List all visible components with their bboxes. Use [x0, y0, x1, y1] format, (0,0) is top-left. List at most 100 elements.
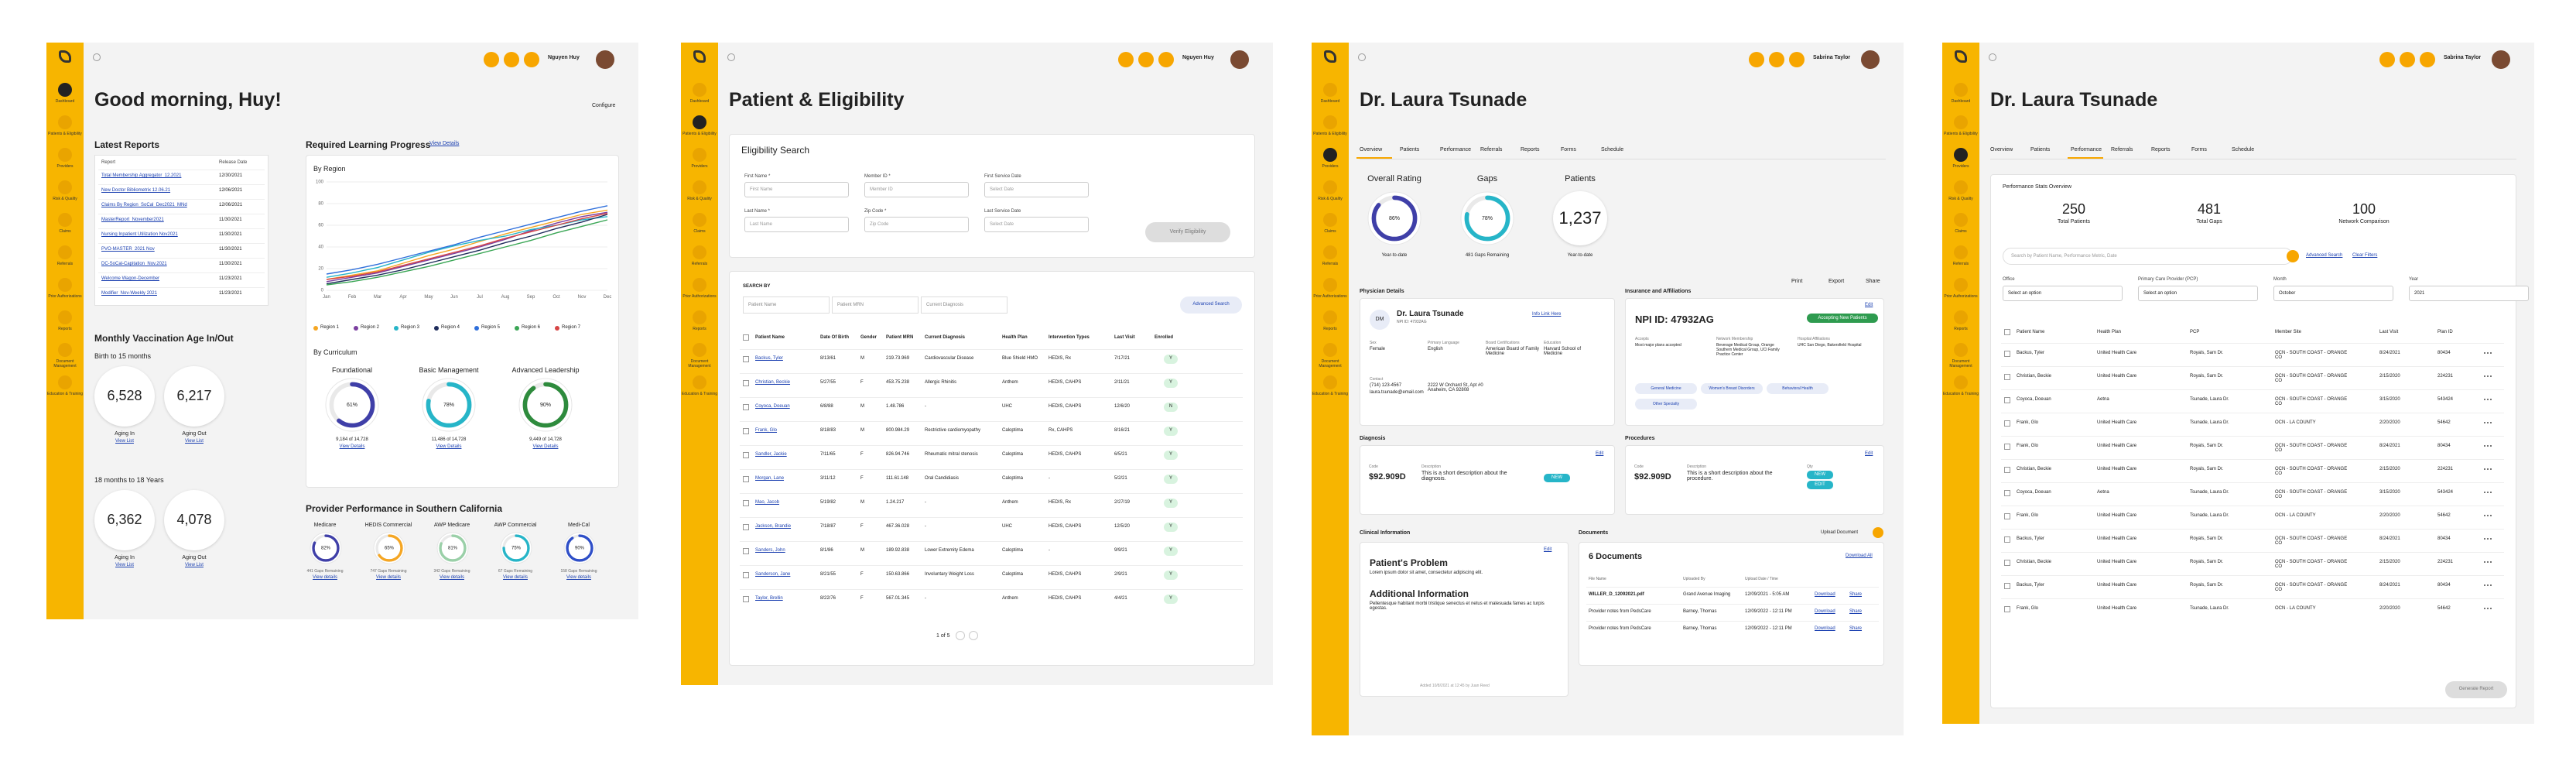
tab[interactable]: Patients: [2030, 147, 2051, 153]
table-cell[interactable]: Morgan, Lane: [755, 476, 785, 481]
text-input[interactable]: Last Name: [744, 217, 849, 232]
table-cell[interactable]: Frank, Glo: [755, 428, 778, 433]
nav-icon[interactable]: [693, 343, 706, 357]
doc-action[interactable]: Share: [1849, 592, 1863, 597]
search-input[interactable]: Current Diagnosis: [921, 296, 1007, 314]
text-input[interactable]: Member ID: [864, 182, 969, 197]
row-menu[interactable]: [2484, 608, 2492, 610]
row-checkbox[interactable]: [743, 452, 749, 458]
row-checkbox[interactable]: [2004, 490, 2010, 496]
table-cell[interactable]: Mao, Jacob: [755, 500, 780, 505]
nav-icon[interactable]: [1954, 148, 1968, 162]
page-next[interactable]: [969, 631, 978, 640]
row-checkbox[interactable]: [743, 572, 749, 578]
row-menu[interactable]: [2484, 538, 2492, 540]
header-icon[interactable]: [1118, 52, 1134, 67]
nav-icon[interactable]: [693, 115, 706, 129]
filter-link[interactable]: Advanced Search: [2306, 253, 2343, 258]
tab[interactable]: Schedule: [2232, 147, 2255, 153]
search-input[interactable]: Patient MRN: [832, 296, 919, 314]
upload-button[interactable]: [1873, 527, 1883, 538]
nav-icon[interactable]: [1323, 180, 1337, 194]
header-icon[interactable]: [2420, 52, 2435, 67]
table-cell[interactable]: Taylor, Brellin: [755, 596, 783, 601]
action[interactable]: Print: [1791, 279, 1803, 284]
tab[interactable]: Performance: [1440, 147, 1472, 153]
text-input[interactable]: Select Date: [984, 182, 1089, 197]
nav-icon[interactable]: [1954, 278, 1968, 292]
doc-action[interactable]: Download: [1815, 592, 1835, 597]
row-checkbox[interactable]: [2004, 513, 2010, 519]
row-menu[interactable]: [2484, 584, 2492, 587]
table-cell[interactable]: Christian, Beckie: [755, 380, 791, 385]
search-bar[interactable]: Search by Patient Name, Performance Metr…: [2003, 248, 2293, 265]
nav-icon[interactable]: [693, 245, 706, 259]
row-checkbox[interactable]: [2004, 351, 2010, 357]
row-menu[interactable]: [2484, 375, 2492, 378]
doc-action[interactable]: Share: [1849, 609, 1863, 614]
search-input[interactable]: Patient Name: [743, 296, 830, 314]
tab[interactable]: Reports: [1521, 147, 1540, 153]
nav-icon[interactable]: [1323, 213, 1337, 227]
doc-action[interactable]: Download: [1815, 609, 1835, 614]
row-menu[interactable]: [2484, 468, 2492, 471]
header-icon[interactable]: [1749, 52, 1764, 67]
header-icon[interactable]: [504, 52, 519, 67]
nav-icon[interactable]: [1954, 310, 1968, 324]
nav-icon[interactable]: [693, 310, 706, 324]
nav-icon[interactable]: [1323, 245, 1337, 259]
row-checkbox[interactable]: [743, 548, 749, 554]
doc-action[interactable]: Download: [1815, 626, 1835, 631]
row-checkbox[interactable]: [2004, 420, 2010, 427]
row-checkbox[interactable]: [743, 404, 749, 410]
verify-button[interactable]: Verify Eligibility: [1145, 222, 1230, 242]
row-menu[interactable]: [2484, 445, 2492, 447]
row-checkbox[interactable]: [2004, 467, 2010, 473]
nav-icon[interactable]: [58, 213, 72, 227]
nav-icon[interactable]: [693, 83, 706, 97]
header-icon[interactable]: [1789, 52, 1805, 67]
filter-link[interactable]: Clear Filters: [2352, 253, 2378, 258]
tab[interactable]: Overview: [1360, 147, 1383, 153]
row-checkbox[interactable]: [2004, 606, 2010, 612]
row-checkbox[interactable]: [2004, 536, 2010, 543]
nav-icon[interactable]: [1954, 83, 1968, 97]
nav-icon[interactable]: [58, 83, 72, 97]
nav-icon[interactable]: [58, 278, 72, 292]
nav-icon[interactable]: [1323, 375, 1337, 389]
text-input[interactable]: Select Date: [984, 217, 1089, 232]
header-icon[interactable]: [1138, 52, 1154, 67]
row-menu[interactable]: [2484, 515, 2492, 517]
search-button[interactable]: [2287, 250, 2299, 262]
nav-icon[interactable]: [1954, 375, 1968, 389]
row-menu[interactable]: [2484, 561, 2492, 564]
doc-action[interactable]: Share: [1849, 626, 1863, 631]
text-input[interactable]: First Name: [744, 182, 849, 197]
header-icon[interactable]: [484, 52, 499, 67]
nav-icon[interactable]: [58, 245, 72, 259]
row-checkbox[interactable]: [2004, 374, 2010, 380]
table-cell[interactable]: Sanderson, Jane: [755, 572, 791, 577]
select[interactable]: Select an option: [2003, 286, 2123, 301]
row-checkbox[interactable]: [2004, 583, 2010, 589]
tab[interactable]: Overview: [1990, 147, 2013, 153]
tab[interactable]: Referrals: [1480, 147, 1503, 153]
nav-icon[interactable]: [693, 148, 706, 162]
row-menu[interactable]: [2484, 422, 2492, 424]
row-checkbox[interactable]: [743, 356, 749, 362]
nav-icon[interactable]: [58, 115, 72, 129]
table-cell[interactable]: Backus, Tyler: [755, 356, 783, 361]
header-icon[interactable]: [524, 52, 539, 67]
row-checkbox[interactable]: [743, 524, 749, 530]
action[interactable]: Share: [1866, 279, 1880, 284]
table-cell[interactable]: Coyoca, Doeuan: [755, 404, 790, 409]
tab[interactable]: Patients: [1400, 147, 1420, 153]
nav-icon[interactable]: [1954, 213, 1968, 227]
nav-icon[interactable]: [1323, 115, 1337, 129]
tab[interactable]: Performance: [2071, 147, 2102, 153]
tab[interactable]: Reports: [2151, 147, 2171, 153]
table-cell[interactable]: Sandler, Jackie: [755, 452, 787, 457]
table-cell[interactable]: Jackson, Brandie: [755, 524, 792, 529]
page-prev[interactable]: [956, 631, 965, 640]
advanced-search[interactable]: Advanced Search: [1180, 296, 1242, 314]
